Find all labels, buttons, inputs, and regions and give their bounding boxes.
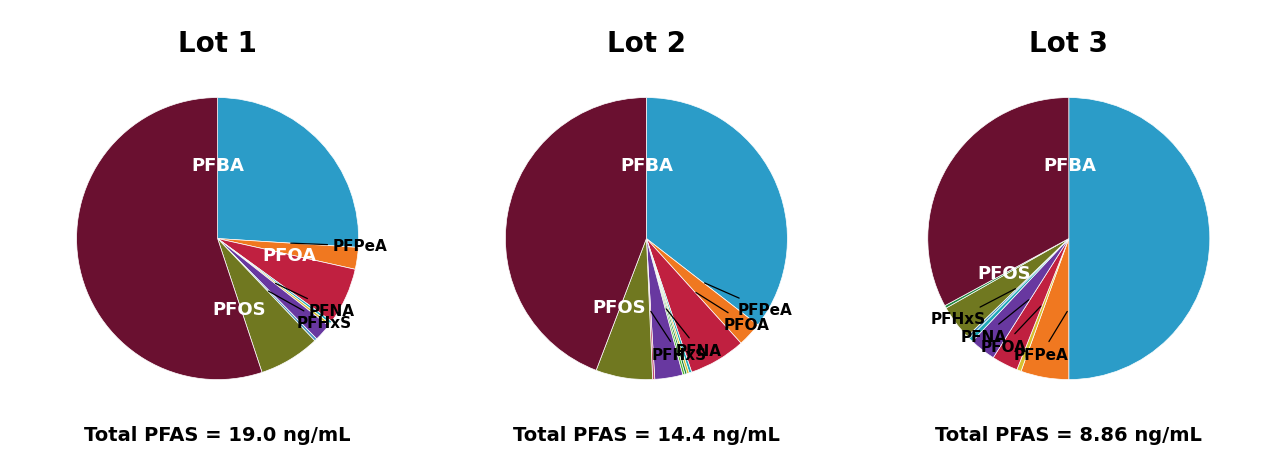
Text: PFHxS: PFHxS: [931, 289, 1015, 327]
Text: PFNA: PFNA: [275, 284, 355, 318]
Text: PFOA: PFOA: [696, 293, 769, 332]
Text: Total PFAS = 14.4 ng/mL: Total PFAS = 14.4 ng/mL: [513, 425, 780, 444]
Wedge shape: [218, 239, 332, 324]
Text: PFOS: PFOS: [977, 264, 1030, 282]
Text: PFBA: PFBA: [1043, 157, 1097, 175]
Text: PFHxS: PFHxS: [650, 312, 707, 362]
Wedge shape: [596, 239, 653, 380]
Text: PFBA: PFBA: [621, 157, 673, 175]
Text: PFPeA: PFPeA: [291, 239, 388, 254]
Wedge shape: [646, 239, 741, 372]
Wedge shape: [218, 239, 315, 373]
Wedge shape: [646, 239, 689, 374]
Wedge shape: [969, 239, 1069, 341]
Title: Lot 1: Lot 1: [178, 30, 257, 58]
Text: PFBA: PFBA: [192, 157, 244, 175]
Wedge shape: [218, 239, 316, 341]
Wedge shape: [1021, 239, 1069, 380]
Wedge shape: [1069, 98, 1210, 380]
Text: PFNA: PFNA: [666, 309, 722, 358]
Text: PFPeA: PFPeA: [704, 283, 792, 318]
Wedge shape: [968, 239, 1069, 339]
Wedge shape: [506, 98, 646, 371]
Text: PFNA: PFNA: [961, 300, 1029, 344]
Wedge shape: [218, 239, 329, 339]
Text: PFHxS: PFHxS: [269, 291, 352, 330]
Wedge shape: [973, 239, 1069, 358]
Wedge shape: [945, 239, 1069, 308]
Wedge shape: [646, 239, 685, 375]
Wedge shape: [928, 98, 1069, 306]
Wedge shape: [993, 239, 1069, 370]
Title: Lot 3: Lot 3: [1029, 30, 1108, 58]
Text: PFOS: PFOS: [593, 298, 646, 316]
Text: PFOA: PFOA: [980, 306, 1041, 354]
Text: Total PFAS = 19.0 ng/mL: Total PFAS = 19.0 ng/mL: [84, 425, 351, 444]
Text: PFOS: PFOS: [212, 300, 266, 318]
Text: Total PFAS = 8.86 ng/mL: Total PFAS = 8.86 ng/mL: [936, 425, 1202, 444]
Wedge shape: [218, 239, 330, 326]
Wedge shape: [946, 239, 1069, 336]
Title: Lot 2: Lot 2: [607, 30, 686, 58]
Wedge shape: [646, 239, 758, 343]
Wedge shape: [646, 98, 787, 325]
Wedge shape: [218, 239, 356, 322]
Wedge shape: [77, 98, 262, 380]
Wedge shape: [646, 239, 687, 374]
Text: PFPeA: PFPeA: [1014, 312, 1069, 362]
Wedge shape: [1016, 239, 1069, 372]
Wedge shape: [646, 239, 682, 379]
Wedge shape: [646, 239, 691, 373]
Wedge shape: [646, 239, 655, 380]
Wedge shape: [218, 98, 358, 248]
Wedge shape: [218, 239, 358, 270]
Text: PFOA: PFOA: [262, 246, 316, 264]
